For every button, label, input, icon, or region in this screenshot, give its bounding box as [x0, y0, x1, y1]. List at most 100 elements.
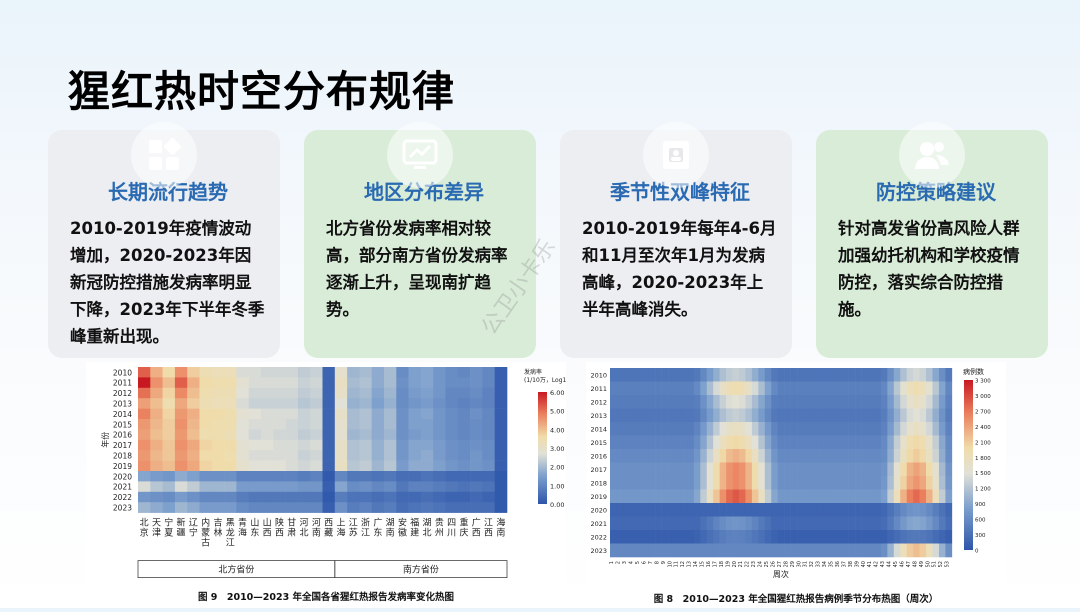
heatmap-cell	[273, 471, 286, 482]
heatmap-cell	[842, 368, 849, 382]
heatmap-cell	[347, 387, 360, 399]
heatmap-cell	[809, 435, 817, 450]
x-tick-label: 28	[783, 561, 789, 567]
colorbar-tick: 5.00	[550, 408, 564, 416]
heatmap-cell	[371, 471, 385, 482]
heatmap-cell	[261, 408, 274, 420]
heatmap-cell	[816, 395, 824, 409]
heatmap-cell	[211, 491, 225, 503]
heatmap-cell	[420, 481, 434, 493]
heatmap-cell	[868, 543, 875, 558]
heatmap-cell	[285, 419, 299, 430]
heatmap-cell	[236, 471, 249, 482]
heatmap-cell	[187, 491, 200, 503]
heatmap-cell	[758, 503, 766, 517]
heatmap-cell	[932, 462, 940, 477]
heatmap-cell	[610, 462, 617, 477]
heatmap-cell	[445, 439, 459, 451]
heatmap-cell	[616, 368, 624, 382]
heatmap-cell	[706, 489, 714, 504]
heatmap-cell	[384, 502, 397, 513]
heatmap-cell	[880, 530, 888, 544]
heatmap-cell	[310, 367, 323, 378]
heatmap-cell	[900, 476, 907, 490]
heatmap-cell	[616, 530, 624, 544]
heatmap-cell	[893, 368, 901, 382]
heatmap-cell	[285, 387, 299, 399]
heatmap-cell	[310, 460, 323, 472]
heatmap-cell	[868, 530, 875, 544]
heatmap-cell	[874, 543, 882, 558]
heatmap-cell	[494, 450, 508, 461]
heatmap-cell	[622, 530, 630, 544]
heatmap-cell	[648, 543, 656, 558]
heatmap-cell	[732, 435, 740, 450]
y-tick-label: 2010	[590, 371, 607, 379]
card-long-term-trend: 长期流行趋势 2010-2019年疫情波动增加，2020-2023年因新冠防控措…	[48, 122, 280, 358]
heatmap-cell	[248, 439, 262, 451]
x-tick-label: 51	[932, 561, 938, 567]
users-icon	[899, 122, 965, 188]
heatmap-cell	[809, 408, 817, 423]
x-tick-label: 22	[745, 561, 751, 567]
heatmap-cell	[470, 460, 483, 472]
heatmap-cell	[616, 462, 624, 477]
heatmap-cell	[622, 368, 630, 382]
x-tick-label: 11	[674, 561, 680, 567]
heatmap-cell	[693, 462, 701, 477]
heatmap-cell	[150, 398, 163, 409]
heatmap-cell	[273, 460, 286, 472]
heatmap-cell	[706, 516, 714, 531]
heatmap-cell	[751, 516, 759, 531]
x-tick-label: 6	[641, 561, 647, 564]
heatmap-cell	[622, 476, 630, 490]
heatmap-cell	[719, 408, 727, 423]
heatmap-cell	[610, 408, 617, 423]
heatmap-cell	[764, 422, 772, 436]
heatmap-cell	[420, 491, 434, 503]
heatmap-cell	[848, 449, 856, 463]
x-tick-label: 宁	[189, 527, 198, 539]
heatmap-cell	[945, 381, 953, 396]
heatmap-cell	[687, 530, 695, 544]
heatmap-cell	[224, 387, 237, 399]
chart-title: 图 9 2010—2023 年全国各省猩红热报告发病率变化热图	[198, 591, 454, 603]
heatmap-cell	[861, 395, 869, 409]
heatmap-cell	[273, 439, 286, 451]
heatmap-cell	[855, 516, 862, 531]
heatmap-cell	[726, 543, 733, 558]
heatmap-cell	[347, 502, 360, 513]
heatmap-cell	[706, 435, 714, 450]
heatmap-cell	[764, 503, 772, 517]
heatmap-cell	[261, 419, 274, 430]
heatmap-cell	[751, 530, 759, 544]
x-tick-label: 52	[938, 561, 944, 567]
heatmap-cell	[199, 502, 213, 513]
heatmap-cell	[680, 476, 688, 490]
heatmap-cell	[932, 489, 940, 504]
heatmap-cell	[150, 439, 163, 451]
heatmap-cell	[661, 408, 669, 423]
heatmap-cell	[236, 419, 249, 430]
heatmap-cell	[835, 530, 843, 544]
heatmap-cell	[457, 408, 471, 420]
heatmap-cell	[322, 491, 336, 503]
heatmap-cell	[224, 502, 237, 513]
heatmap-cell	[224, 429, 237, 441]
heatmap-cell	[874, 516, 882, 531]
heatmap-cell	[739, 516, 746, 531]
heatmap-cell	[874, 381, 882, 396]
y-tick-label: 2017	[590, 466, 607, 474]
heatmap-cell	[687, 449, 695, 463]
heatmap-cell	[629, 395, 637, 409]
heatmap-cell	[445, 471, 459, 482]
heatmap-cell	[816, 381, 824, 396]
heatmap-cell	[261, 439, 274, 451]
heatmap-cell	[661, 516, 669, 531]
heatmap-cell	[408, 439, 422, 451]
heatmap-cell	[713, 462, 720, 477]
heatmap-cell	[790, 395, 798, 409]
heatmap-cell	[248, 471, 262, 482]
heatmap-cell	[199, 471, 213, 482]
heatmap-cell	[822, 449, 830, 463]
